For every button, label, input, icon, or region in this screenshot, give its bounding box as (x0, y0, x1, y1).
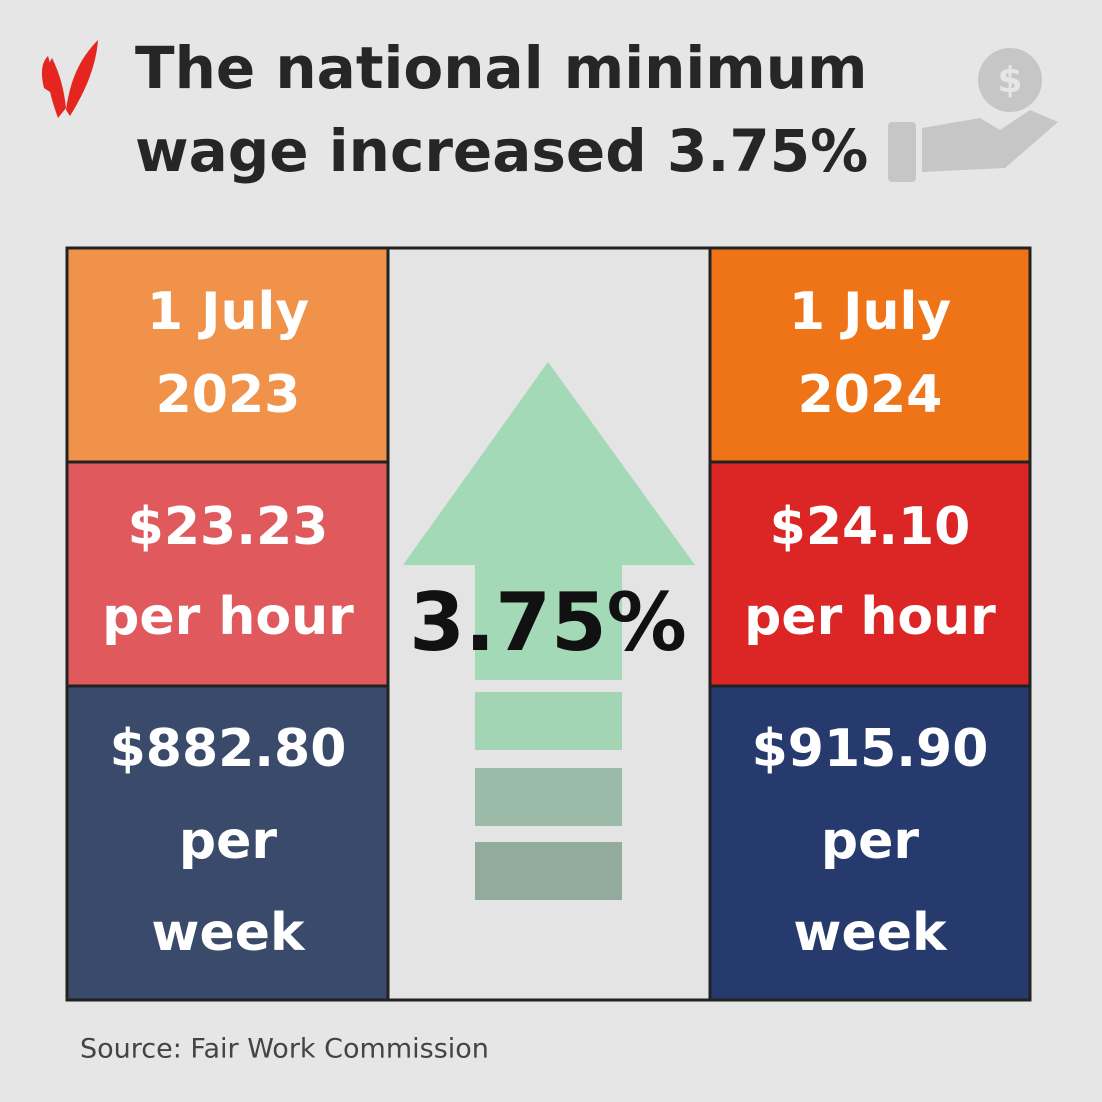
hourly-text: $24.10 (770, 497, 971, 557)
weekly-text: $882.80 (110, 719, 347, 779)
cell-weekly (708, 684, 1032, 1002)
date-text: 1 July (789, 282, 951, 342)
source: Source: Fair Work Commission (80, 1034, 489, 1065)
title: The national minimum wage increased 3.75% (135, 34, 868, 185)
up-arrow (403, 362, 695, 900)
cell-hourly (65, 460, 390, 688)
logo (41, 40, 98, 118)
hourly-text: per hour (744, 587, 996, 647)
money-hand-icon: $ (888, 48, 1058, 182)
hourly-text: $23.23 (128, 497, 329, 557)
icon-symbol: $ (997, 60, 1022, 101)
hourly-text: per hour (102, 587, 354, 647)
date-text: 1 July (147, 282, 309, 342)
weekly-text: per (821, 811, 919, 871)
weekly-text: week (151, 903, 306, 963)
title-line: The national minimum (135, 34, 867, 102)
weekly-text: $915.90 (752, 719, 989, 779)
cell-date (708, 246, 1032, 464)
increase-label: 3.75% (409, 576, 687, 669)
cell-date (65, 246, 390, 464)
cell-weekly (65, 684, 390, 1002)
table (65, 246, 1032, 1002)
weekly-text: week (793, 903, 948, 963)
title-line: wage increased 3.75% (135, 117, 868, 185)
date-text: 2023 (156, 365, 301, 425)
cell-hourly (708, 460, 1032, 688)
date-text: 2024 (798, 365, 943, 425)
weekly-text: per (179, 811, 277, 871)
cell-texts: 1 July 2023 $23.23 per hour $882.80 per week 1 … (102, 282, 996, 963)
